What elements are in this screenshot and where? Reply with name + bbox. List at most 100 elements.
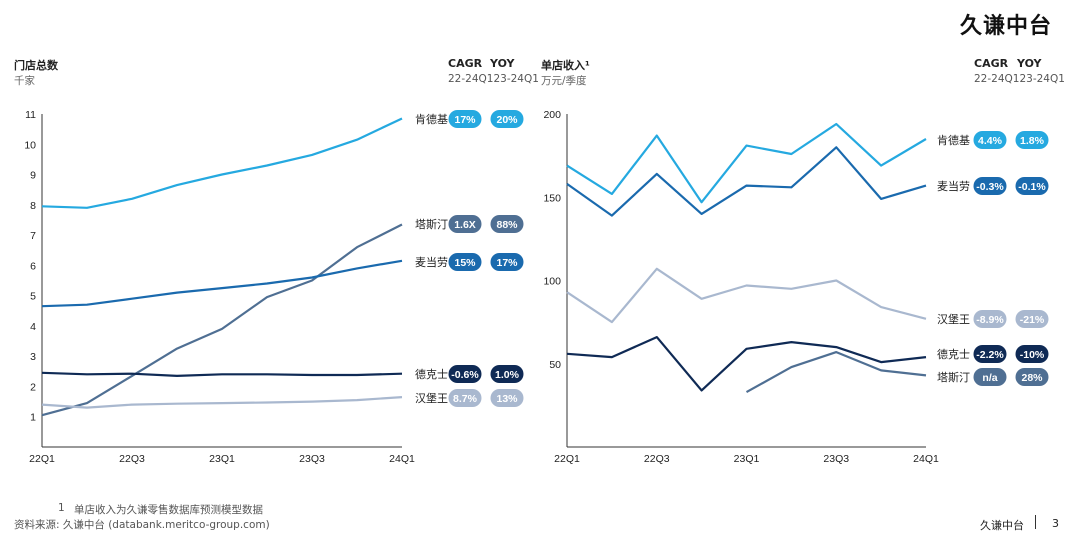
footer-brand: 久谦中台	[980, 519, 1024, 532]
y-tick-label: 9	[30, 170, 36, 182]
x-tick-label: 22Q1	[29, 453, 55, 465]
series-line-dicos	[566, 336, 927, 392]
yoy-value-dicos: -10%	[1020, 349, 1045, 361]
yoy-pill-dicos	[490, 365, 524, 383]
series-name-mcd: 麦当劳	[937, 179, 970, 193]
x-tick-label: 23Q1	[734, 453, 760, 465]
yoy-pill-kfc	[1015, 131, 1049, 149]
cagr-value-kfc: 4.4%	[978, 135, 1003, 147]
y-tick-label: 4	[30, 321, 36, 333]
cagr-value-dicos: -2.2%	[976, 349, 1004, 361]
x-tick-label: 23Q3	[299, 453, 325, 465]
yoy-value-tims: 88%	[496, 219, 518, 231]
series-name-kfc: 肯德基	[937, 133, 970, 147]
cagr-value-kfc: 17%	[454, 114, 476, 126]
right-period-header: 22-24Q123-24Q1	[974, 73, 1065, 85]
left-period-header: 22-24Q123-24Q1	[448, 73, 539, 85]
series-line-kfc	[566, 122, 927, 204]
x-tick-label: 24Q1	[913, 453, 939, 465]
yoy-pill-dicos	[1015, 345, 1049, 363]
left-cagr-header: CAGR	[448, 57, 483, 70]
series-line-mcd	[41, 259, 403, 308]
series-line-tims	[41, 223, 403, 417]
left-chart-title: 门店总数	[14, 59, 58, 72]
x-tick-label: 23Q1	[209, 453, 235, 465]
x-tick-label: 22Q3	[644, 453, 670, 465]
cagr-value-dicos: -0.6%	[451, 369, 479, 381]
series-line-kfc	[41, 117, 403, 209]
footnote-text: 单店收入为久谦零售数据库预测模型数据	[74, 504, 263, 516]
yoy-pill-mcd	[490, 253, 524, 271]
right-chart-subtitle: 万元/季度	[541, 75, 587, 87]
yoy-pill-bk	[1015, 310, 1049, 328]
left-chart-subtitle: 千家	[14, 75, 35, 87]
series-name-bk: 汉堡王	[937, 312, 970, 326]
yoy-value-tims: 28%	[1021, 372, 1043, 384]
yoy-value-kfc: 20%	[496, 114, 518, 126]
yoy-value-bk: 13%	[496, 393, 518, 405]
x-tick-label: 22Q3	[119, 453, 145, 465]
cagr-pill-kfc	[973, 131, 1007, 149]
series-name-kfc: 肯德基	[415, 112, 448, 126]
y-tick-label: 200	[543, 109, 561, 121]
series-name-bk: 汉堡王	[415, 391, 448, 405]
source-text: 资料来源: 久谦中台 (databank.meritco-group.com)	[14, 519, 270, 531]
series-line-tims	[745, 351, 927, 394]
yoy-pill-mcd	[1015, 177, 1049, 195]
series-name-tims: 塔斯汀	[415, 218, 448, 231]
yoy-pill-kfc	[490, 110, 524, 128]
yoy-value-bk: -21%	[1020, 314, 1045, 326]
right-cagr-header: CAGR	[974, 57, 1009, 70]
right-yoy-header: YOY	[1017, 57, 1042, 70]
yoy-pill-tims	[490, 215, 524, 233]
series-name-tims: 塔斯汀	[937, 371, 970, 384]
y-tick-label: 5	[30, 291, 36, 303]
cagr-value-bk: -8.9%	[976, 314, 1004, 326]
y-tick-label: 6	[30, 260, 36, 272]
cagr-pill-mcd	[973, 177, 1007, 195]
y-tick-label: 11	[25, 109, 36, 121]
y-tick-label: 2	[30, 381, 36, 393]
series-line-bk	[41, 396, 403, 409]
cagr-value-mcd: -0.3%	[976, 181, 1004, 193]
y-tick-label: 7	[30, 230, 36, 242]
y-tick-label: 50	[549, 359, 561, 371]
cagr-pill-tims	[448, 215, 482, 233]
footer-divider	[1035, 515, 1036, 529]
y-tick-label: 3	[30, 351, 36, 363]
yoy-pill-tims	[1015, 368, 1049, 386]
cagr-pill-dicos	[448, 365, 482, 383]
yoy-value-dicos: 1.0%	[495, 369, 520, 381]
footnote-number: 1	[58, 502, 65, 514]
cagr-pill-bk	[973, 310, 1007, 328]
y-tick-label: 8	[30, 200, 36, 212]
series-line-dicos	[41, 371, 403, 377]
cagr-value-bk: 8.7%	[453, 393, 478, 405]
left-yoy-header: YOY	[490, 57, 515, 70]
right-chart-title: 单店收入¹	[541, 59, 590, 72]
cagr-pill-dicos	[973, 345, 1007, 363]
yoy-pill-bk	[490, 389, 524, 407]
x-tick-label: 22Q1	[554, 453, 580, 465]
cagr-pill-mcd	[448, 253, 482, 271]
cagr-pill-kfc	[448, 110, 482, 128]
cagr-value-tims: n/a	[982, 372, 997, 384]
page-number: 3	[1052, 517, 1059, 530]
cagr-pill-bk	[448, 389, 482, 407]
x-tick-label: 24Q1	[389, 453, 415, 465]
series-line-mcd	[566, 146, 927, 217]
series-name-dicos: 德克士	[415, 367, 448, 381]
yoy-value-mcd: -0.1%	[1018, 181, 1046, 193]
y-tick-label: 100	[543, 276, 561, 288]
cagr-value-tims: 1.6X	[454, 219, 476, 231]
cagr-pill-tims	[973, 368, 1007, 386]
yoy-value-kfc: 1.8%	[1020, 135, 1045, 147]
series-name-mcd: 麦当劳	[415, 255, 448, 269]
cagr-value-mcd: 15%	[454, 257, 476, 269]
y-tick-label: 10	[24, 139, 36, 151]
series-name-dicos: 德克士	[937, 347, 970, 361]
y-tick-label: 150	[543, 192, 561, 204]
y-tick-label: 1	[30, 412, 36, 424]
